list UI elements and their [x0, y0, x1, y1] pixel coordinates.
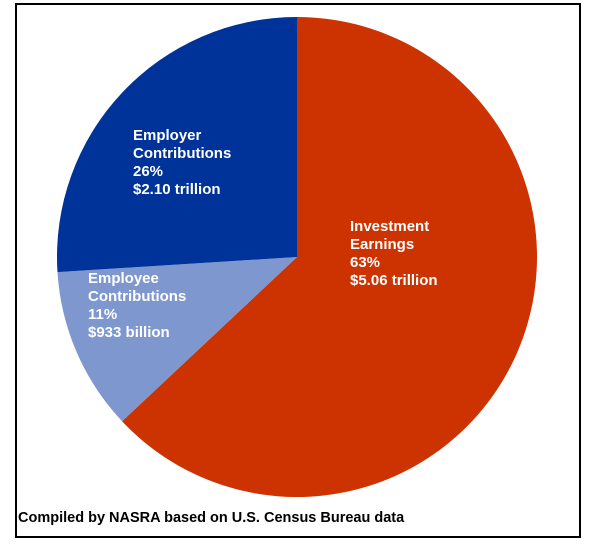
- pie-slice-employee-contributions: [57, 257, 297, 422]
- source-note: Compiled by NASRA based on U.S. Census B…: [18, 510, 405, 526]
- pie-labels: Investment Earnings 63% $5.06 trillion Emplo…: [88, 127, 438, 341]
- pie-slices: [57, 17, 537, 497]
- slice-label-investment-earnings: Investment Earnings 63% $5.06 trillion: [350, 218, 438, 289]
- pie-slice-investment-earnings: [122, 17, 537, 497]
- pie-slice-employer-contributions: [57, 17, 297, 273]
- slice-label-employee-contributions: Employee Contributions 11% $933 billion: [88, 270, 186, 341]
- slice-label-employer-contributions: Employer Contributions 26% $2.10 trillion: [133, 127, 231, 198]
